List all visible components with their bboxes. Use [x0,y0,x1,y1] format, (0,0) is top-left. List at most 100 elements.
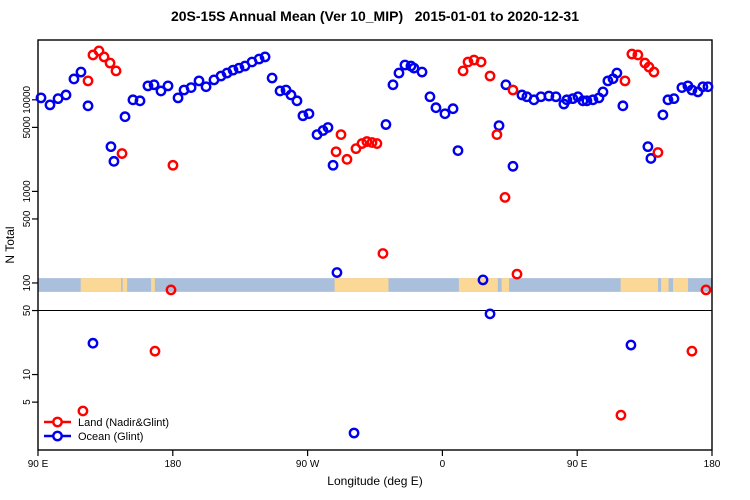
ocean-point [227,64,239,76]
ocean-point [60,89,72,101]
ocean-point [439,108,451,120]
x-tick-label: 180 [164,459,181,470]
ocean-point [291,95,303,107]
ocean-series [35,51,714,439]
land-point [77,405,89,417]
land-point [330,146,342,158]
land-point [110,65,122,77]
land-point [361,136,373,147]
ocean-point [105,141,117,153]
land-point [686,345,698,357]
ocean-point [259,51,271,63]
ocean-point [35,92,47,104]
land-point [648,66,660,78]
ocean-point [625,339,637,351]
ocean-point [516,89,528,101]
y-tick-label: 5 [22,399,33,405]
ocean-point [266,72,278,84]
land-point [93,45,105,57]
ocean-point [297,110,309,122]
ocean-point [162,80,174,92]
x-tick-label: 90 E [567,459,588,470]
ocean-point [348,427,360,439]
ocean-point [387,79,399,91]
y-tick-label: 50 [22,305,33,317]
land-point [619,75,631,87]
ocean-point [393,67,405,79]
land-point [165,284,177,296]
land-point [104,57,116,69]
ocean-point [657,109,669,121]
land-point [371,138,383,149]
ocean-point [645,153,657,164]
ocean-point [155,85,167,97]
y-tick-label: 500 [22,210,33,227]
land-point [341,153,353,165]
ocean-point [82,100,94,112]
ocean-point [148,79,160,91]
ocean-point [662,94,674,106]
land-point [475,56,487,68]
ocean-point [500,79,512,91]
ocean-point [543,90,555,102]
land-point [491,129,503,141]
ocean-point [253,53,265,65]
ocean-point [697,81,709,93]
map-band-land-patch [661,278,669,292]
ocean-point [597,86,609,98]
map-band-land-patch [122,278,128,292]
legend: Land (Nadir&Glint) Ocean (Glint) [44,416,169,443]
ocean-point [447,103,459,115]
land-point [507,84,519,96]
ocean-point [567,93,579,105]
ocean-point [611,67,623,79]
ocean-point [285,89,297,101]
ocean-point [172,92,184,104]
ocean-point [507,160,519,172]
ocean-point [193,75,205,87]
map-band-land-patch [501,278,510,292]
legend-label: Land (Nadir&Glint) [78,417,169,429]
ocean-point [331,267,343,278]
land-point [167,159,179,171]
map-band-land-patch [620,278,659,292]
ocean-point [134,95,146,107]
x-tick-label: 180 [704,459,721,470]
ocean-point [702,81,714,93]
land-point [457,65,469,77]
y-axis: 5 10 50 100 500 1000 5000 10000 [22,85,38,405]
plot-frame [37,39,713,451]
land-point [700,284,712,296]
land-point [149,345,161,357]
y-tick-label: 1000 [22,180,33,203]
x-axis-label: Longitude (deg E) [327,474,423,488]
ocean-point [327,159,339,171]
ocean-point [108,155,120,167]
y-tick-label: 100 [22,274,33,291]
land-point [499,191,511,203]
legend-marker [52,430,63,442]
ocean-point [477,274,489,286]
ocean-point [233,62,245,74]
map-band-land-patch [80,278,122,292]
ocean-point [561,94,573,106]
land-point [366,137,378,148]
ocean-point [550,91,562,103]
x-tick-label: 0 [440,459,446,470]
land-point [484,70,496,82]
y-tick-label: 10 [22,369,33,381]
map-band [38,278,712,292]
ocean-point [322,122,334,133]
land-point [335,129,347,141]
land-point [632,49,644,61]
ocean-point [416,66,428,78]
land-point [377,248,389,259]
ocean-point [44,99,56,111]
ocean-point [185,82,197,93]
ocean-point [484,308,496,320]
ocean-point [127,94,139,106]
ocean-point [200,81,212,93]
legend-label: Ocean (Glint) [78,431,143,443]
